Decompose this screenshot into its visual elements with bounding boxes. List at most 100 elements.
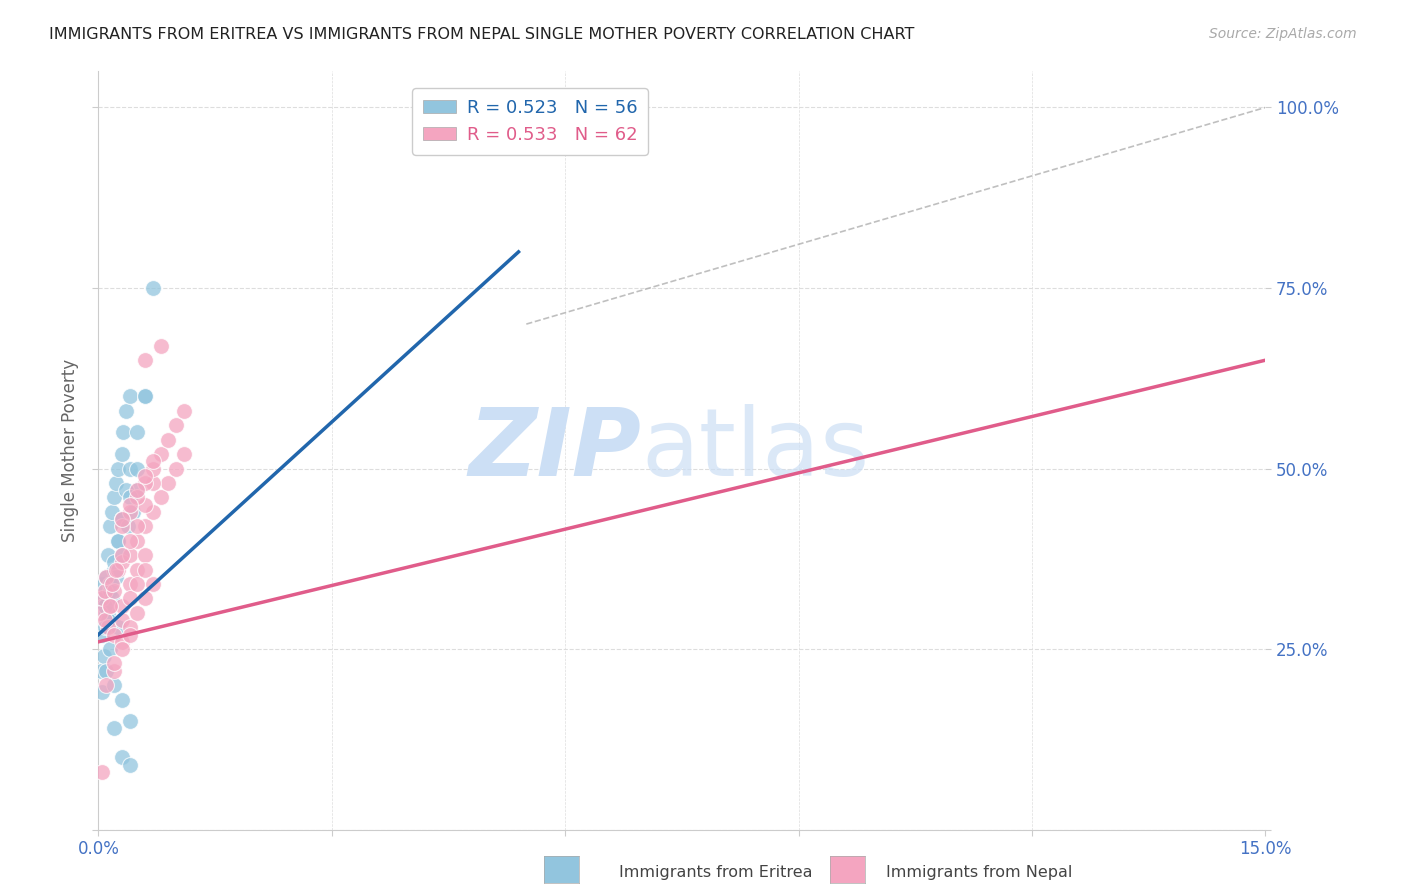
Point <box>104 475 127 490</box>
Point <box>134 389 156 403</box>
Point <box>111 519 134 533</box>
Point <box>111 548 134 562</box>
Point <box>114 483 136 498</box>
Point <box>157 475 180 490</box>
Point <box>142 577 165 591</box>
Point <box>98 599 121 613</box>
Point <box>173 403 195 417</box>
Point <box>173 447 195 461</box>
Point <box>104 563 127 577</box>
Point <box>142 475 165 490</box>
Point <box>107 533 129 548</box>
Point <box>149 491 172 505</box>
Point <box>118 548 141 562</box>
Point <box>142 505 165 519</box>
Point <box>134 591 156 606</box>
Point <box>142 461 165 475</box>
Point <box>91 685 114 699</box>
Point <box>98 584 121 599</box>
Point <box>118 498 141 512</box>
Point <box>112 425 135 440</box>
Y-axis label: Single Mother Poverty: Single Mother Poverty <box>60 359 79 542</box>
Point <box>89 591 111 606</box>
Point <box>118 461 141 475</box>
Point <box>134 548 156 562</box>
Point <box>101 505 124 519</box>
Point <box>93 599 115 613</box>
Point <box>165 418 187 433</box>
Point <box>127 491 149 505</box>
Point <box>93 649 115 664</box>
Point <box>98 519 121 533</box>
Point <box>118 627 141 641</box>
Point <box>134 498 156 512</box>
Point <box>111 447 134 461</box>
Point <box>96 570 118 584</box>
Text: Immigrants from Eritrea: Immigrants from Eritrea <box>619 865 813 880</box>
Point <box>127 483 149 498</box>
Point <box>134 563 156 577</box>
Point <box>127 425 149 440</box>
Point <box>111 642 134 657</box>
Point <box>111 750 134 764</box>
Point <box>118 714 141 729</box>
Point <box>93 613 115 627</box>
Point <box>134 468 156 483</box>
Text: atlas: atlas <box>641 404 869 497</box>
Point <box>114 403 136 417</box>
Point <box>118 577 141 591</box>
Point <box>111 512 134 526</box>
Point <box>98 577 121 591</box>
Point <box>111 512 134 526</box>
Point <box>111 555 134 569</box>
Point <box>111 635 134 649</box>
Point <box>111 599 134 613</box>
Point <box>117 519 139 533</box>
Point <box>101 591 124 606</box>
Point <box>127 483 149 498</box>
Point <box>127 563 149 577</box>
Point <box>97 606 120 620</box>
Point <box>103 627 125 641</box>
Point <box>111 512 134 526</box>
Point <box>127 533 149 548</box>
Point <box>103 563 125 577</box>
Point <box>103 664 125 678</box>
Point <box>111 692 134 706</box>
Point <box>91 599 114 613</box>
Point <box>111 613 134 627</box>
Point <box>107 461 129 475</box>
Point <box>91 764 114 779</box>
Point <box>89 606 111 620</box>
Point <box>142 454 165 468</box>
Point <box>104 570 127 584</box>
Point <box>96 570 118 584</box>
Point <box>98 642 121 657</box>
Point <box>103 678 125 692</box>
Point <box>96 664 118 678</box>
Point <box>107 533 129 548</box>
Point <box>103 491 125 505</box>
Point <box>118 757 141 772</box>
Point <box>96 678 118 692</box>
Point <box>93 584 115 599</box>
Point <box>98 599 121 613</box>
Point <box>103 584 125 599</box>
Point <box>96 613 118 627</box>
Point <box>149 447 172 461</box>
Point <box>93 606 115 620</box>
Point <box>90 577 112 591</box>
Point <box>97 613 120 627</box>
Point <box>134 389 156 403</box>
Point <box>107 563 129 577</box>
Point <box>107 620 129 634</box>
Point <box>127 519 149 533</box>
Point <box>97 548 120 562</box>
Point <box>90 664 112 678</box>
Text: IMMIGRANTS FROM ERITREA VS IMMIGRANTS FROM NEPAL SINGLE MOTHER POVERTY CORRELATI: IMMIGRANTS FROM ERITREA VS IMMIGRANTS FR… <box>49 27 914 42</box>
Point <box>118 620 141 634</box>
Point <box>122 505 145 519</box>
Text: ZIP: ZIP <box>468 404 641 497</box>
Point <box>142 281 165 295</box>
Point <box>91 627 114 641</box>
